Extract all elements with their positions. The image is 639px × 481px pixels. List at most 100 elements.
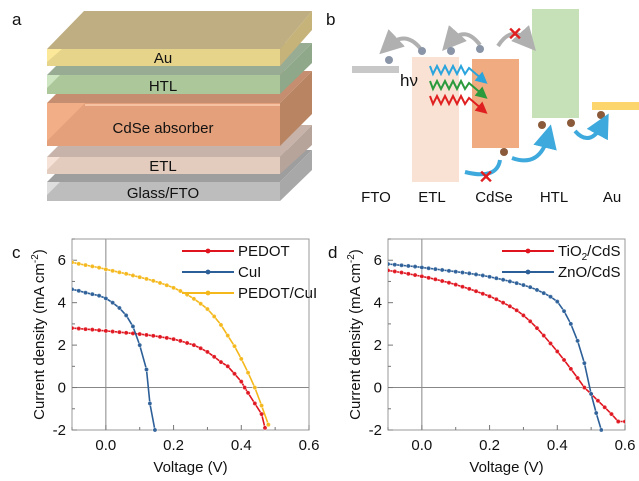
data-point: [164, 335, 170, 341]
series-line: [72, 288, 156, 431]
data-point: [581, 385, 587, 391]
data-point: [520, 312, 526, 318]
data-point: [147, 401, 153, 406]
au-level: [592, 102, 639, 110]
x-tick-label: 0.2: [479, 437, 500, 454]
data-point: [137, 342, 143, 348]
band-label-htl: HTL: [540, 189, 568, 206]
data-point: [615, 419, 621, 424]
layer-label-glass-fto: Glass/FTO: [127, 185, 199, 202]
data-point: [541, 290, 547, 296]
data-point: [593, 410, 599, 416]
plot-frame: [387, 238, 626, 431]
y-tick-label: -2: [53, 422, 66, 439]
data-point: [177, 288, 183, 294]
data-point: [76, 326, 82, 332]
data-point: [446, 280, 452, 286]
data-point: [238, 379, 244, 385]
light-wave-red: [429, 93, 488, 114]
data-point: [232, 343, 237, 349]
data-point: [405, 263, 411, 269]
blocked-x-icon: ✕: [478, 167, 493, 187]
legend-swatch-marker: [205, 290, 211, 296]
data-point: [103, 328, 109, 334]
y-axis-label-end: ): [31, 249, 48, 254]
data-point: [211, 354, 217, 360]
data-point: [412, 264, 418, 270]
data-point: [514, 307, 520, 313]
layer-label-htl: HTL: [149, 78, 177, 95]
legend-label: ZnO/CdS: [558, 264, 621, 281]
y-axis-label: Current density (mA cm-2): [346, 249, 364, 420]
data-point: [480, 273, 486, 278]
data-point: [96, 265, 102, 271]
series-line: [388, 269, 625, 423]
data-point: [588, 391, 594, 397]
data-point: [72, 286, 75, 292]
data-point: [554, 299, 560, 305]
hole-icon: [538, 121, 546, 129]
data-point: [211, 314, 217, 319]
legend-swatch-marker: [525, 248, 531, 254]
data-point: [622, 419, 625, 424]
data-point: [388, 261, 391, 267]
hole-transfer-arrow: [511, 124, 557, 163]
data-point: [218, 322, 224, 328]
data-point: [252, 401, 258, 406]
data-point: [96, 293, 102, 299]
electrons: [385, 45, 484, 64]
x-axis-label: Voltage (V): [153, 459, 227, 476]
hole-icon: [597, 111, 605, 119]
blocked-hole-arrow: [464, 159, 502, 177]
data-point: [426, 275, 432, 281]
data-point: [466, 270, 472, 276]
data-point: [548, 294, 553, 300]
data-point: [541, 333, 547, 339]
y-tick-label: 2: [58, 337, 66, 354]
electron-icon: [447, 47, 455, 55]
data-point: [96, 327, 102, 333]
data-point: [575, 375, 581, 381]
y-tick-label: 6: [374, 252, 382, 269]
data-point: [609, 411, 614, 417]
data-point: [72, 259, 75, 265]
data-point: [514, 280, 520, 286]
y-tick-label: 6: [58, 252, 66, 269]
data-point: [554, 349, 560, 354]
blocked-x-icon: ✕: [507, 24, 522, 44]
electron-transfer-arrow: [379, 29, 422, 55]
x-tick-label: 0.6: [299, 437, 320, 454]
legend-label: PEDOT/CuI: [238, 285, 317, 302]
data-point: [439, 278, 445, 284]
data-point: [527, 318, 533, 324]
legend-label-main: TiO: [558, 243, 582, 260]
data-point: [561, 308, 567, 314]
electron-icon: [418, 47, 426, 55]
legend-label-subscript: 2: [582, 252, 588, 263]
data-point: [487, 293, 493, 299]
series-zno-cds: [388, 261, 604, 432]
series-line: [72, 327, 266, 429]
panel-b-label: b: [326, 10, 335, 29]
data-point: [262, 425, 268, 431]
etl-band: [412, 57, 459, 182]
x-tick-label: 0.6: [615, 437, 636, 454]
layer-label-etl: ETL: [149, 158, 177, 175]
data-point: [388, 267, 391, 273]
data-point: [399, 262, 404, 268]
data-point: [568, 321, 574, 327]
light-wave-green: [429, 78, 488, 99]
panel-c-label: c: [12, 243, 21, 262]
band-label-fto: FTO: [361, 189, 391, 206]
data-point: [164, 282, 170, 288]
data-point: [152, 427, 158, 432]
data-point: [252, 385, 258, 391]
data-point: [439, 267, 445, 273]
data-point: [473, 271, 479, 277]
data-point: [500, 300, 506, 306]
data-point: [137, 331, 143, 337]
panel-a-label: a: [12, 10, 22, 29]
hole-icon: [500, 148, 508, 156]
data-point: [527, 284, 533, 290]
data-point: [419, 273, 425, 279]
